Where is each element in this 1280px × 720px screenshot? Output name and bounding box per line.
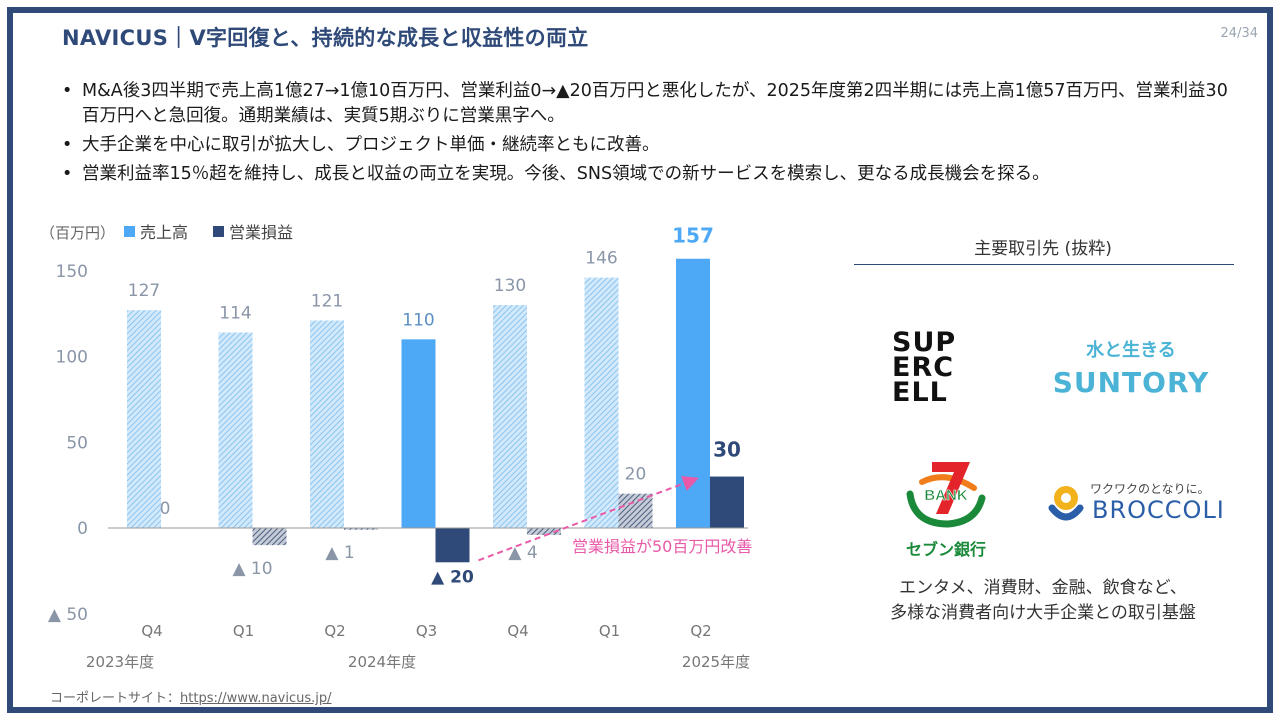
broccoli-tagline: ワクワクのとなりに。 (1090, 482, 1210, 496)
slide-title: NAVICUS｜V字回復と、持続的な成長と収益性の両立 (62, 26, 589, 50)
operating-profit-bar (618, 493, 653, 528)
broccoli-mark-icon (1048, 486, 1084, 521)
x-tick-label: Q4 (507, 622, 528, 640)
x-tick-label: Q4 (141, 622, 162, 640)
revenue-bar (218, 332, 253, 528)
x-tick-label: Q1 (233, 622, 254, 640)
seven-bank-logo: BANK セブン銀行 (896, 458, 996, 560)
operating-profit-data-label: 20 (625, 465, 647, 485)
x-tick-label: Q2 (690, 622, 711, 640)
revenue-bar (676, 258, 710, 528)
page-number: 24/34 (1220, 26, 1258, 41)
legend-swatch-revenue (124, 226, 135, 237)
operating-profit-data-label: ▲ 4 (508, 543, 537, 563)
revenue-bar (493, 305, 527, 528)
x-tick-label: Q2 (324, 622, 345, 640)
supercell-logo-line: ERC (892, 352, 955, 383)
operating-profit-bar (252, 528, 287, 546)
revenue-data-label: 157 (672, 224, 714, 248)
bullet-list: M&A後3四半期で売上高1億27→1億10百万円、営業利益0→▲20百万円と悪化… (62, 79, 1232, 191)
seven-bank-mark: BANK (906, 462, 986, 528)
legend-label-operating-profit: 営業損益 (229, 223, 293, 242)
legend-label-revenue: 売上高 (140, 223, 188, 242)
operating-profit-data-label: ▲ 10 (232, 559, 272, 579)
y-tick-label: 100 (56, 348, 88, 368)
supercell-logo: SUP ERC ELL (892, 327, 984, 408)
partners-title: 主要取引先 (抜粋) (974, 239, 1112, 259)
partners-divider (854, 264, 1234, 265)
bullet-item: M&A後3四半期で売上高1億27→1億10百万円、営業利益0→▲20百万円と悪化… (62, 79, 1232, 129)
partners-caption: エンタメ、消費財、金融、飲食など、 多様な消費者向け大手企業との取引基盤 (852, 576, 1234, 626)
revenue-bar (401, 339, 436, 528)
revenue-data-label: 130 (494, 276, 526, 296)
y-tick-label: 50 (66, 433, 88, 453)
broccoli-name: BROCCOLI (1092, 496, 1225, 524)
revenue-data-label: 110 (402, 310, 434, 330)
suntory-name: SUNTORY (1052, 366, 1210, 399)
revenue-bar (584, 277, 619, 528)
operating-profit-data-label: ▲ 20 (431, 567, 474, 587)
seven-bank-mark-text: BANK (924, 487, 967, 504)
corporate-site-link[interactable]: https://www.navicus.jp/ (180, 691, 332, 706)
operating-profit-bar (527, 528, 561, 535)
revenue-data-label: 127 (128, 281, 160, 301)
operating-profit-data-label: ▲ 1 (325, 543, 354, 563)
year-label: 2023年度 (86, 653, 154, 671)
y-unit-label: （百万円） (40, 224, 115, 242)
year-label: 2024年度 (348, 653, 416, 671)
operating-profit-bar (435, 528, 470, 563)
suntory-logo: 水と生きる SUNTORY (1040, 336, 1222, 399)
revenue-bar (310, 320, 344, 528)
y-tick-label: 150 (56, 262, 88, 282)
operating-profit-bar (344, 528, 378, 530)
legend-swatch-operating-profit (213, 226, 224, 237)
supercell-logo-line: ELL (892, 377, 948, 408)
bullet-item: 営業利益率15％超を維持し、成長と収益の両立を実現。今後、SNS領域での新サービ… (62, 162, 1232, 187)
x-tick-label: Q1 (599, 622, 620, 640)
revenue-data-label: 146 (585, 249, 617, 269)
revenue-data-label: 114 (219, 303, 251, 323)
revenue-bar (127, 310, 161, 528)
slide-frame (7, 7, 1273, 713)
footer-label: コーポレートサイト： (50, 691, 181, 706)
year-label: 2025年度 (682, 653, 750, 671)
x-tick-label: Q3 (416, 622, 437, 640)
revenue-profit-chart: （百万円） 売上高 営業損益 ▲ 50 0 50 100 150 127 0 Q4 114 ▲ 10 Q1… (40, 223, 752, 671)
operating-profit-bar (710, 476, 744, 528)
y-tick-label: ▲ 50 (48, 605, 88, 625)
bullet-item: 大手企業を中心に取引が拡大し、プロジェクト単価・継続率ともに改善。 (62, 133, 1232, 158)
operating-profit-data-label: 0 (160, 499, 171, 519)
improvement-arrow (478, 475, 699, 562)
improvement-annotation: 営業損益が50百万円改善 (572, 537, 752, 556)
y-tick-label: 0 (77, 519, 88, 539)
revenue-data-label: 121 (311, 291, 343, 311)
suntory-tagline: 水と生きる (1086, 340, 1176, 361)
partners-caption-line: エンタメ、消費財、金融、飲食など、 (899, 578, 1187, 598)
partners-caption-line: 多様な消費者向け大手企業との取引基盤 (890, 603, 1196, 623)
seven-bank-name: セブン銀行 (905, 540, 986, 559)
footer: コーポレートサイト：https://www.navicus.jp/ (50, 687, 332, 706)
operating-profit-data-label: 30 (713, 438, 741, 462)
supercell-logo-line: SUP (892, 327, 957, 358)
